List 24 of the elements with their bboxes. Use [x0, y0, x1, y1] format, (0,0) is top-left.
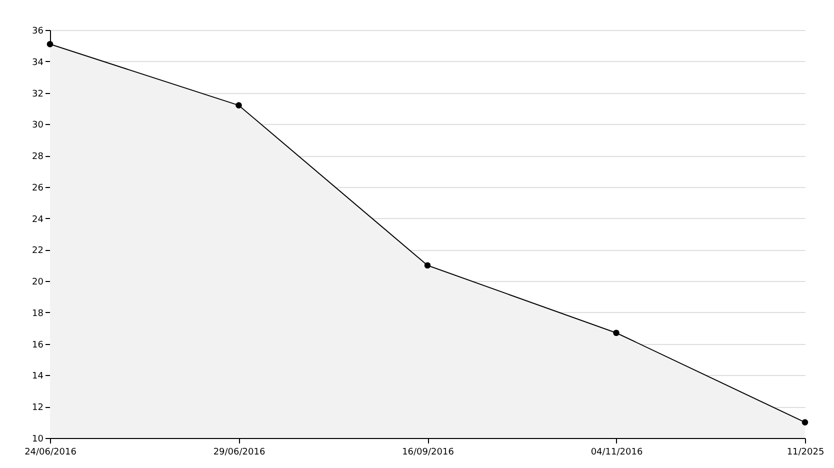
point — [46, 40, 54, 48]
y-tick-label: 28 — [32, 152, 44, 162]
point — [236, 102, 242, 108]
y-tick-label: 30 — [32, 120, 44, 131]
y-tick-label: 22 — [32, 246, 44, 256]
y-tick-label: 32 — [32, 89, 44, 100]
y-tick-label: 26 — [32, 183, 44, 194]
x-tick-label: 29/06/2016 — [213, 448, 266, 458]
x-tick-label: 24/06/2016 — [24, 448, 77, 458]
x-tick-label: 16/09/2016 — [402, 448, 454, 458]
y-tick-label: 34 — [32, 58, 44, 68]
y-tick-label: 18 — [32, 308, 44, 319]
y-tick-label: 24 — [32, 214, 44, 225]
x-tick-label: 11/2025 — [786, 448, 824, 458]
y-tick-label: 12 — [32, 403, 44, 414]
y-tick-label: 16 — [32, 340, 44, 350]
y-tick-label: 36 — [32, 26, 44, 36]
x-tick-label: 04/11/2016 — [590, 448, 643, 458]
y-tick-label: 14 — [32, 372, 44, 382]
y-tick-label: 20 — [32, 278, 44, 288]
point — [613, 330, 620, 336]
point — [802, 419, 808, 426]
point — [424, 262, 431, 269]
y-tick-label: 10 — [32, 434, 44, 444]
